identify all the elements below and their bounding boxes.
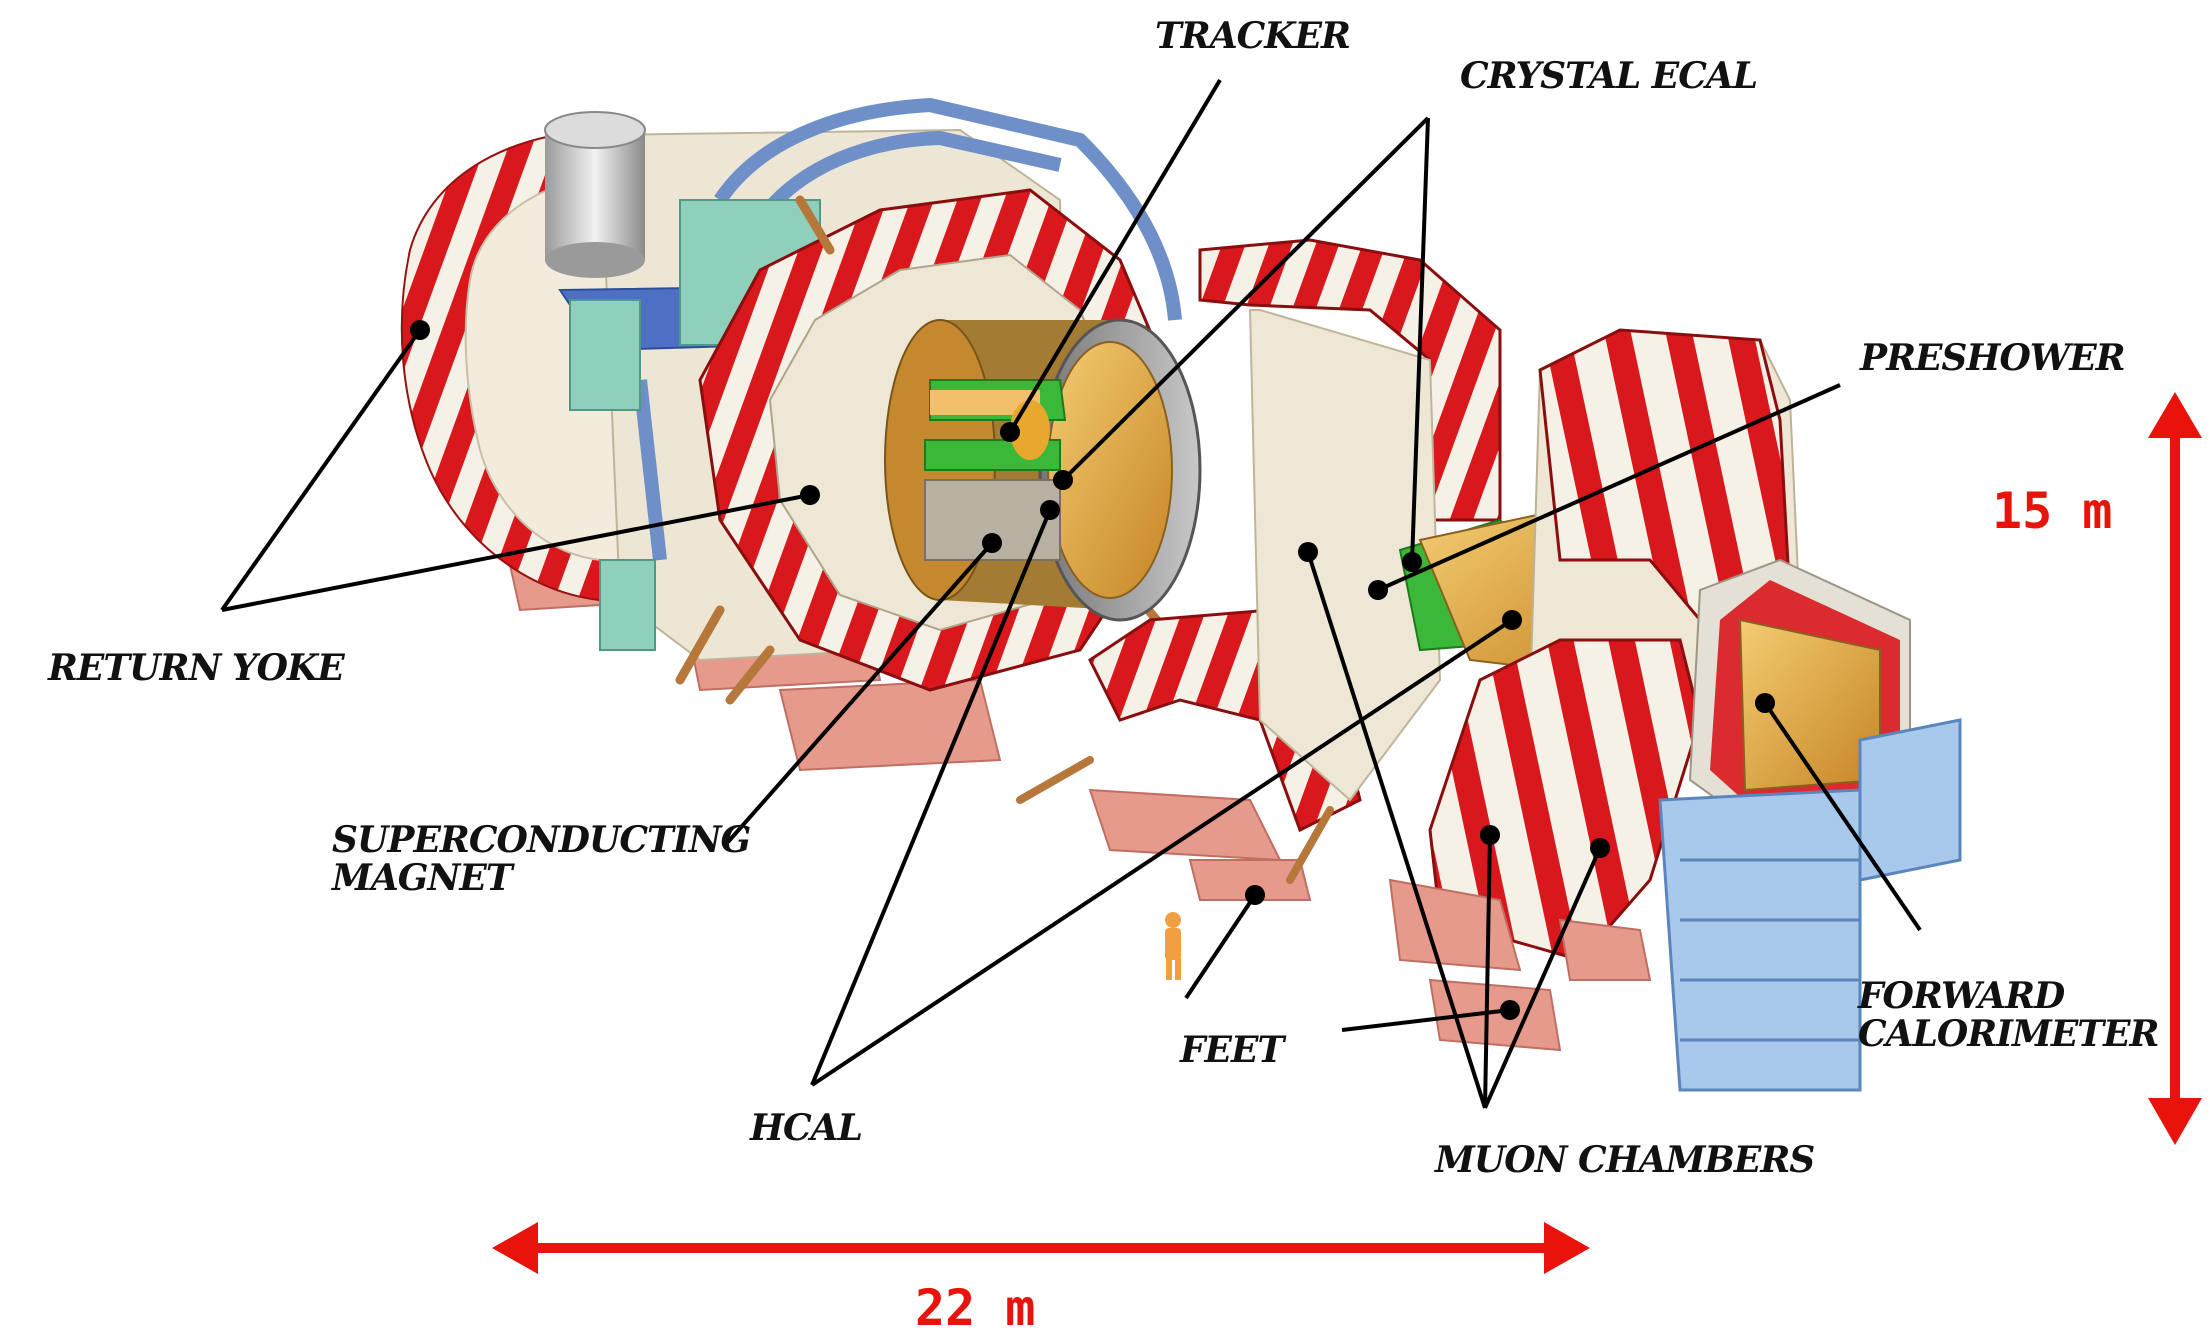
label-forward: FORWARD <box>1857 975 2065 1017</box>
return-yoke-right-marker <box>800 485 820 505</box>
muon-marker-4 <box>1500 1000 1520 1020</box>
teal-box-low <box>599 559 656 651</box>
middle-feet <box>1088 788 1312 901</box>
hcal-endcap-marker <box>1502 610 1522 630</box>
middle-struts <box>1016 756 1334 884</box>
person-figure <box>1165 912 1181 980</box>
label-feet: FEET <box>1179 1029 1286 1071</box>
height-dimension: 15 m <box>1992 392 2202 1145</box>
left-barrel <box>400 98 1202 772</box>
leader-lines <box>220 78 1922 1109</box>
return-yoke-left-marker <box>410 320 430 340</box>
magnet-marker <box>982 533 1002 553</box>
muon-marker-2 <box>1480 825 1500 845</box>
ecal-endcap-marker <box>1402 552 1422 572</box>
teal-box-left <box>569 299 641 411</box>
label-crystal-ecal: CRYSTAL ECAL <box>1460 55 1757 97</box>
central-cylinder <box>884 318 1202 622</box>
tracker-marker <box>1000 422 1020 442</box>
feet-marker <box>1245 885 1265 905</box>
width-dimension: 22 m <box>492 1222 1590 1328</box>
muon-marker-1 <box>1298 542 1318 562</box>
scaffold-rungs <box>1680 858 1860 1042</box>
label-calorimeter: CALORIMETER <box>1858 1013 2159 1055</box>
forward-scaffold <box>1658 718 1962 1092</box>
cryo-tank <box>544 111 646 278</box>
preshower-marker <box>1368 580 1388 600</box>
label-tracker: TRACKER <box>1155 15 1350 57</box>
forward-calorimeter-marker <box>1755 693 1775 713</box>
label-magnet: MAGNET <box>330 857 515 899</box>
hcal-barrel-marker <box>1040 500 1060 520</box>
label-return-yoke: RETURN YOKE <box>47 647 345 689</box>
width-label: 22 m <box>915 1279 1035 1328</box>
muon-marker-3 <box>1590 838 1610 858</box>
ecal-barrel-marker <box>1053 470 1073 490</box>
forward-calorimeter <box>1658 558 1962 1092</box>
label-superconducting: SUPERCONDUCTING <box>332 819 751 861</box>
labels: TRACKER CRYSTAL ECAL PRESHOWER RETURN YO… <box>47 15 2160 1181</box>
height-label: 15 m <box>1992 482 2112 540</box>
label-muon-chambers: MUON CHAMBERS <box>1433 1139 1814 1181</box>
label-preshower: PRESHOWER <box>1859 337 2125 379</box>
label-hcal: HCAL <box>749 1107 862 1149</box>
